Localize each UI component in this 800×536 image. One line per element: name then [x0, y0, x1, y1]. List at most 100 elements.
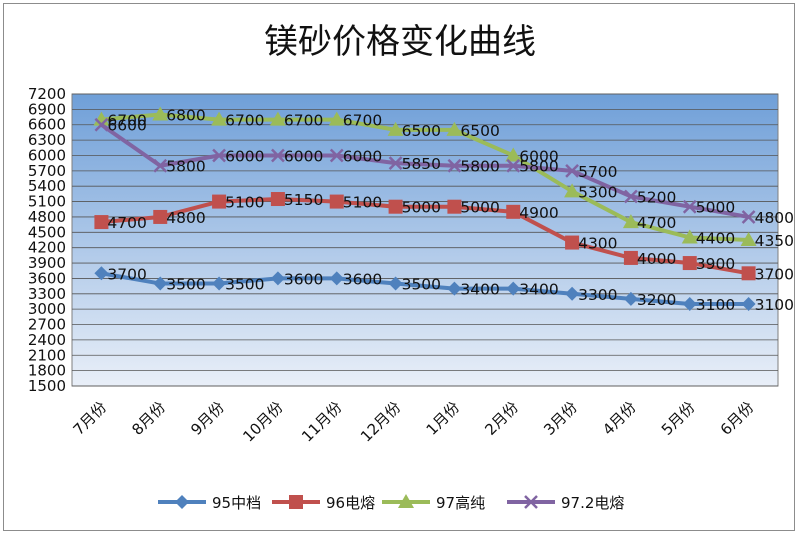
y-tick-label: 6300 — [28, 131, 66, 149]
data-label: 5000 — [402, 199, 441, 217]
x-tick-label: 5月份 — [658, 398, 699, 439]
x-marker-stroke — [565, 163, 579, 178]
data-label: 3400 — [460, 281, 499, 299]
data-point — [740, 232, 757, 246]
data-point — [564, 183, 581, 198]
data-label: 5000 — [696, 199, 735, 217]
y-tick-label: 7200 — [28, 85, 66, 103]
y-tick-label: 5100 — [28, 193, 66, 211]
data-labels-series-2: 4700 4800 5100 5150 5100 5000 5000 4900 4300 4000… — [107, 191, 794, 283]
data-point — [94, 117, 109, 132]
data-point — [622, 214, 639, 229]
x-marker-stroke — [94, 117, 109, 132]
data-label: 5700 — [578, 163, 617, 181]
data-label: 3700 — [107, 265, 146, 283]
data-label: 6800 — [166, 106, 205, 124]
data-point — [565, 235, 580, 250]
y-tick-label: 4200 — [28, 239, 66, 257]
data-label: 3100 — [696, 296, 735, 314]
data-label: 5300 — [578, 183, 617, 201]
y-tick-label: 2400 — [28, 331, 66, 349]
data-label: 4300 — [578, 235, 617, 253]
y-tick-label: 5400 — [28, 177, 66, 195]
y-tick-label: 4500 — [28, 223, 66, 241]
data-label: 3400 — [519, 281, 558, 299]
data-point — [329, 194, 344, 209]
x-marker-stroke — [329, 148, 344, 163]
y-tick-label: 1800 — [28, 362, 66, 380]
data-label: 5100 — [343, 194, 382, 212]
data-point — [524, 495, 538, 509]
series-line — [101, 271, 749, 307]
data-point — [212, 194, 227, 209]
data-point — [270, 271, 285, 286]
y-tick-label: 3000 — [28, 300, 66, 318]
data-point — [398, 494, 414, 508]
data-point — [94, 266, 109, 281]
x-marker-stroke — [682, 199, 697, 214]
data-label: 3200 — [637, 291, 676, 309]
x-marker-stroke — [271, 148, 285, 163]
x-marker-stroke — [741, 210, 756, 224]
x-marker-stroke — [388, 156, 403, 171]
data-point — [565, 286, 580, 301]
data-labels-series-3: 6700 6800 6700 6700 6700 6500 6500 6000 5300 4700… — [107, 106, 794, 250]
data-label: 5800 — [519, 158, 558, 176]
data-label: 6000 — [284, 147, 323, 165]
data-point — [623, 291, 638, 306]
x-marker-stroke — [153, 158, 168, 173]
data-point — [624, 189, 638, 204]
data-point — [682, 256, 697, 271]
legend-item: 96电熔 — [272, 494, 375, 512]
x-tick-label: 9月份 — [187, 398, 228, 439]
data-point — [447, 158, 462, 173]
y-tick-label: 3600 — [28, 269, 66, 287]
data-point — [682, 297, 697, 312]
data-point — [505, 147, 522, 162]
data-label: 5850 — [402, 155, 441, 173]
y-tick-label: 1500 — [28, 377, 66, 395]
data-label: 4800 — [166, 209, 205, 227]
data-point — [506, 158, 521, 173]
data-point — [741, 210, 756, 224]
x-marker-stroke — [212, 148, 226, 163]
data-point — [741, 266, 756, 281]
data-label: 6700 — [225, 112, 264, 130]
y-tick-label: 3300 — [28, 285, 66, 303]
data-label: 3500 — [225, 276, 264, 294]
data-label: 6000 — [519, 147, 558, 165]
data-point — [506, 204, 521, 219]
y-tick-label: 6000 — [28, 146, 66, 164]
data-label: 5800 — [460, 158, 499, 176]
data-label: 4700 — [107, 214, 146, 232]
y-tick-label: 5700 — [28, 162, 66, 180]
y-tick-label: 2100 — [28, 346, 66, 364]
data-label: 4900 — [519, 204, 558, 222]
data-point — [447, 199, 462, 214]
data-point — [175, 495, 189, 509]
data-label: 5100 — [225, 194, 264, 212]
data-point — [387, 121, 404, 136]
data-labels-series-1: 3700 3500 3500 3600 3600 3500 3400 3400 3300 3200… — [107, 265, 794, 314]
y-tick-label: 6900 — [28, 100, 66, 118]
x-tick-label: 11月份 — [298, 398, 345, 445]
data-point — [329, 271, 344, 286]
x-marker-stroke — [624, 189, 638, 204]
data-point — [153, 158, 168, 173]
data-label: 6700 — [107, 112, 146, 130]
legend: 95中档 96电熔 97高纯 97.2电熔 — [158, 494, 624, 512]
data-label: 6700 — [284, 112, 323, 130]
x-tick-label: 4月份 — [599, 398, 640, 439]
data-label: 3700 — [755, 265, 794, 283]
series-2 — [94, 192, 756, 281]
x-marker-stroke — [506, 158, 521, 173]
data-label: 4350 — [755, 232, 794, 250]
series-line — [101, 112, 749, 242]
data-point — [623, 250, 638, 265]
data-point — [153, 209, 168, 224]
data-label: 5800 — [166, 158, 205, 176]
series-line — [100, 123, 749, 219]
series-4 — [94, 117, 756, 224]
data-point — [212, 148, 226, 163]
